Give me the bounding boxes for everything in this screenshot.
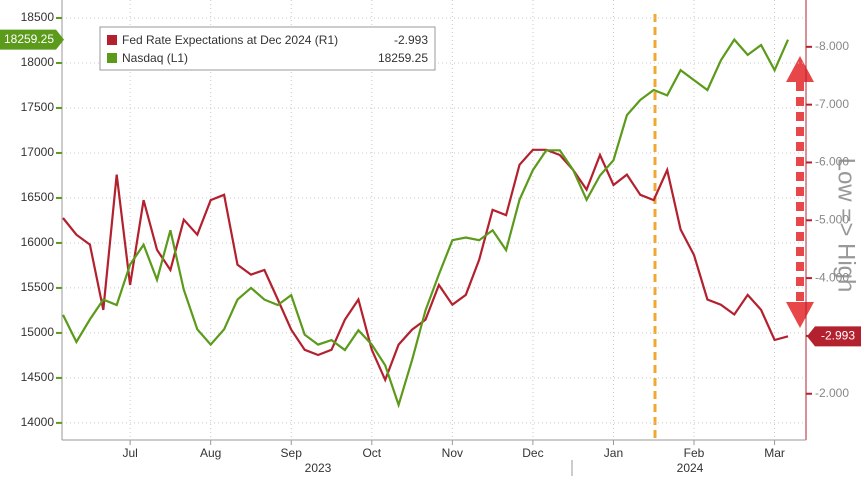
legend: Fed Rate Expectations at Dec 2024 (R1) -… [99, 26, 436, 71]
x-tick-label: Aug [200, 446, 221, 460]
year-label: 2023 [305, 461, 332, 475]
value-tag-label: 18259.25 [4, 32, 54, 46]
x-tick-label: Jul [122, 446, 137, 460]
arrow-head-up [786, 56, 814, 82]
y-tick-label: 16000 [21, 235, 55, 249]
value-tag-label: -2.993 [821, 329, 855, 343]
value-tag [807, 326, 861, 347]
y-tick-label: 15500 [21, 280, 55, 294]
x-tick-label: Oct [362, 446, 381, 460]
y2-tick-label: -6.000 [815, 155, 849, 169]
y2-tick-label: -4.000 [815, 270, 849, 284]
arrow-head-down [786, 302, 814, 328]
x-tick-label: Nov [442, 446, 463, 460]
x-tick-label: Feb [684, 446, 705, 460]
legend-box [99, 26, 436, 71]
x-tick-label: Mar [764, 446, 785, 460]
series-line [62, 37, 790, 409]
y-tick-label: 18000 [21, 55, 55, 69]
legend-swatch [107, 35, 117, 45]
y2-tick-label: -5.000 [815, 212, 849, 226]
year-label: 2024 [677, 461, 704, 475]
x-tick-label: Sep [281, 446, 303, 460]
x-tick-label: Jan [604, 446, 623, 460]
y-tick-label: 17000 [21, 145, 55, 159]
y2-tick-label: -8.000 [815, 39, 849, 53]
y-tick-label: 18500 [21, 10, 55, 24]
value-tag [0, 29, 64, 50]
legend-label: Fed Rate Expectations at Dec 2024 (R1) [122, 33, 338, 47]
series-line [62, 148, 789, 383]
legend-label: Nasdaq (L1) [122, 51, 188, 65]
y-tick-label: 14500 [21, 370, 55, 384]
y-tick-label: 14000 [21, 415, 55, 429]
legend-swatch [107, 53, 117, 63]
annotation: Low => High [833, 158, 860, 293]
legend-value: -2.993 [394, 33, 428, 47]
y2-tick-label: -7.000 [815, 97, 849, 111]
y-tick-label: 17500 [21, 100, 55, 114]
x-tick-label: Dec [522, 446, 543, 460]
y-tick-label: 16500 [21, 190, 55, 204]
y2-tick-label: -2.000 [815, 386, 849, 400]
y-tick-label: 15000 [21, 325, 55, 339]
legend-value: 18259.25 [378, 51, 428, 65]
